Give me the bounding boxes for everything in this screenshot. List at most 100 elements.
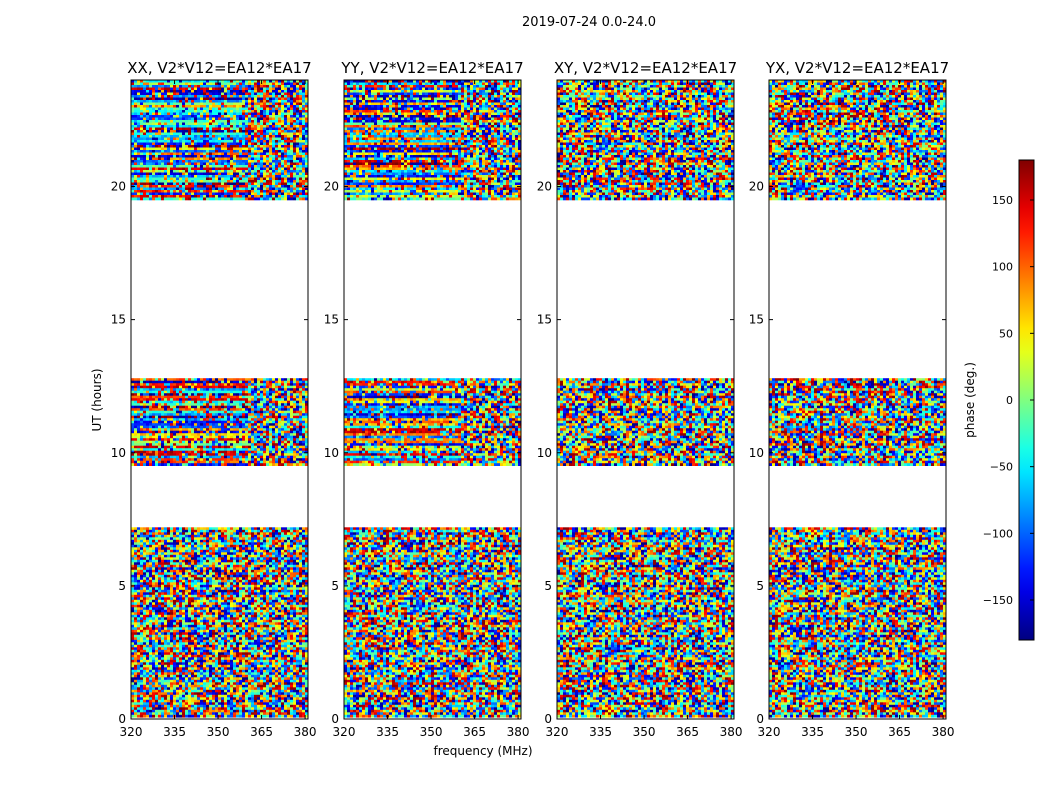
heatmap-cell (188, 640, 191, 643)
heatmap-cell (275, 555, 278, 558)
heatmap-cell (254, 547, 257, 550)
heatmap-cell (221, 542, 224, 545)
heatmap-cell (299, 617, 302, 620)
heatmap-cell (239, 542, 242, 545)
heatmap-cell (266, 667, 269, 670)
heatmap-cell (224, 600, 227, 603)
heatmap-cell (170, 612, 173, 615)
heatmap-cell (218, 612, 221, 615)
heatmap-cell (236, 707, 239, 710)
heatmap-cell (233, 642, 236, 645)
heatmap-cell (191, 562, 194, 565)
heatmap-cell (257, 677, 260, 680)
heatmap-cell (155, 682, 158, 685)
heatmap-cell (296, 697, 299, 700)
heatmap-cell (137, 565, 140, 568)
heatmap-cell (140, 675, 143, 678)
heatmap-cell (230, 388, 233, 391)
heatmap-cell (203, 687, 206, 690)
heatmap-cell (251, 567, 254, 570)
heatmap-cell (149, 580, 152, 583)
heatmap-cell (164, 530, 167, 533)
heatmap-cell (293, 702, 296, 705)
heatmap-cell (251, 540, 254, 543)
heatmap-cell (161, 665, 164, 668)
heatmap-cell (293, 585, 296, 588)
heatmap-cell (182, 620, 185, 623)
heatmap-cell (191, 393, 194, 396)
heatmap-cell (182, 660, 185, 663)
heatmap-cell (200, 393, 203, 396)
heatmap-cell (134, 560, 137, 563)
heatmap-cell (209, 637, 212, 640)
heatmap-cell (302, 535, 305, 538)
heatmap-cell (293, 685, 296, 688)
heatmap-cell (185, 545, 188, 548)
heatmap-cell (209, 575, 212, 578)
heatmap-cell (245, 635, 248, 638)
heatmap-cell (137, 670, 140, 673)
heatmap-cell (218, 667, 221, 670)
heatmap-cell (290, 396, 293, 399)
heatmap-cell (209, 565, 212, 568)
heatmap-cell (296, 572, 299, 575)
heatmap-cell (149, 388, 152, 391)
heatmap-cell (137, 398, 140, 401)
heatmap-cell (176, 675, 179, 678)
heatmap-cell (242, 650, 245, 653)
heatmap-cell (188, 393, 191, 396)
heatmap-cell (272, 532, 275, 535)
heatmap-cell (224, 592, 227, 595)
heatmap-cell (302, 705, 305, 708)
heatmap-cell (137, 391, 140, 394)
heatmap-cell (149, 617, 152, 620)
heatmap-cell (257, 610, 260, 613)
heatmap-cell (230, 605, 233, 608)
heatmap-cell (272, 650, 275, 653)
heatmap-cell (185, 550, 188, 553)
heatmap-cell (281, 650, 284, 653)
heatmap-cell (152, 715, 155, 718)
heatmap-cell (134, 657, 137, 660)
heatmap-cell (275, 381, 278, 384)
heatmap-cell (167, 527, 170, 530)
heatmap-cell (254, 665, 257, 668)
heatmap-cell (266, 677, 269, 680)
heatmap-cell (218, 605, 221, 608)
heatmap-cell (215, 396, 218, 399)
heatmap-cell (167, 391, 170, 394)
heatmap-cell (293, 575, 296, 578)
heatmap-cell (134, 572, 137, 575)
heatmap-cell (158, 391, 161, 394)
heatmap-cell (149, 642, 152, 645)
heatmap-cell (137, 657, 140, 660)
heatmap-cell (275, 570, 278, 573)
heatmap-cell (242, 557, 245, 560)
heatmap-cell (203, 685, 206, 688)
heatmap-cell (203, 682, 206, 685)
heatmap-cell (230, 550, 233, 553)
heatmap-cell (176, 552, 179, 555)
heatmap-cell (188, 560, 191, 563)
heatmap-cell (278, 610, 281, 613)
heatmap-cell (227, 612, 230, 615)
heatmap-cell (182, 597, 185, 600)
heatmap-cell (230, 393, 233, 396)
heatmap-cell (263, 677, 266, 680)
heatmap-cell (149, 710, 152, 713)
heatmap-cell (251, 381, 254, 384)
heatmap-cell (260, 532, 263, 535)
heatmap-cell (230, 535, 233, 538)
heatmap-cell (248, 700, 251, 703)
heatmap-cell (239, 642, 242, 645)
heatmap-cell (191, 398, 194, 401)
heatmap-cell (134, 378, 137, 381)
heatmap-cell (275, 560, 278, 563)
heatmap-cell (296, 612, 299, 615)
heatmap-cell (224, 672, 227, 675)
heatmap-cell (230, 545, 233, 548)
heatmap-cell (179, 667, 182, 670)
heatmap-cell (203, 615, 206, 618)
heatmap-cell (287, 612, 290, 615)
heatmap-cell (284, 577, 287, 580)
